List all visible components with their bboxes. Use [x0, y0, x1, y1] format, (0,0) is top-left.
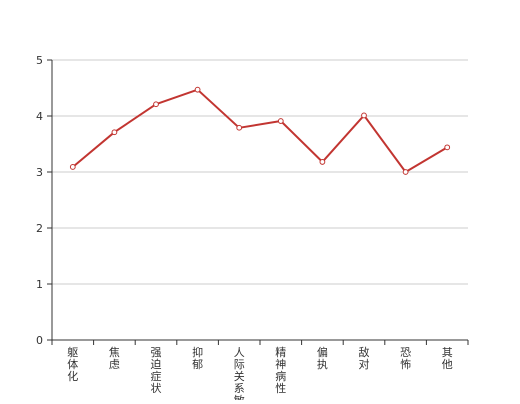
data-points	[69, 86, 451, 175]
grid-lines	[52, 59, 468, 285]
data-point	[361, 112, 367, 119]
x-tick-label: 强迫症状	[151, 346, 162, 395]
y-tick-label: 5	[36, 54, 43, 67]
x-tick-label: 人际关系敏感	[234, 346, 245, 400]
series-line-path	[72, 88, 448, 173]
y-tick-label: 4	[36, 110, 43, 123]
data-point	[153, 101, 159, 108]
y-tick-labels: 0 1 2 3 4 5	[36, 54, 43, 347]
x-tick-label: 其他	[442, 346, 453, 371]
x-tick-label: 敌对	[359, 345, 370, 371]
data-point	[236, 124, 243, 131]
data-point	[402, 169, 409, 175]
x-tick-label: 精神病性	[275, 346, 286, 395]
x-tick-label: 躯体化	[67, 346, 78, 383]
axes	[47, 59, 469, 345]
y-tick-label: 3	[36, 166, 43, 179]
data-point	[444, 144, 451, 151]
x-tick-label: 偏执	[317, 345, 328, 371]
y-tick-label: 2	[36, 222, 43, 235]
data-point	[111, 129, 118, 136]
x-tick-label: 恐怖	[400, 346, 411, 371]
x-tick-label: 抑郁	[192, 345, 203, 371]
series-line	[72, 88, 448, 173]
y-tick-label: 0	[36, 334, 43, 347]
data-point	[277, 118, 284, 124]
data-point	[194, 86, 201, 93]
data-point	[319, 159, 326, 165]
x-tick-labels: 躯体化 焦虑 强迫症状 抑郁 人际关系敏感 精神病性 偏执 敌对 恐怖 其他	[67, 345, 453, 404]
data-point	[69, 164, 76, 170]
y-tick-label: 1	[36, 278, 43, 291]
x-tick-label: 焦虑	[109, 346, 120, 371]
